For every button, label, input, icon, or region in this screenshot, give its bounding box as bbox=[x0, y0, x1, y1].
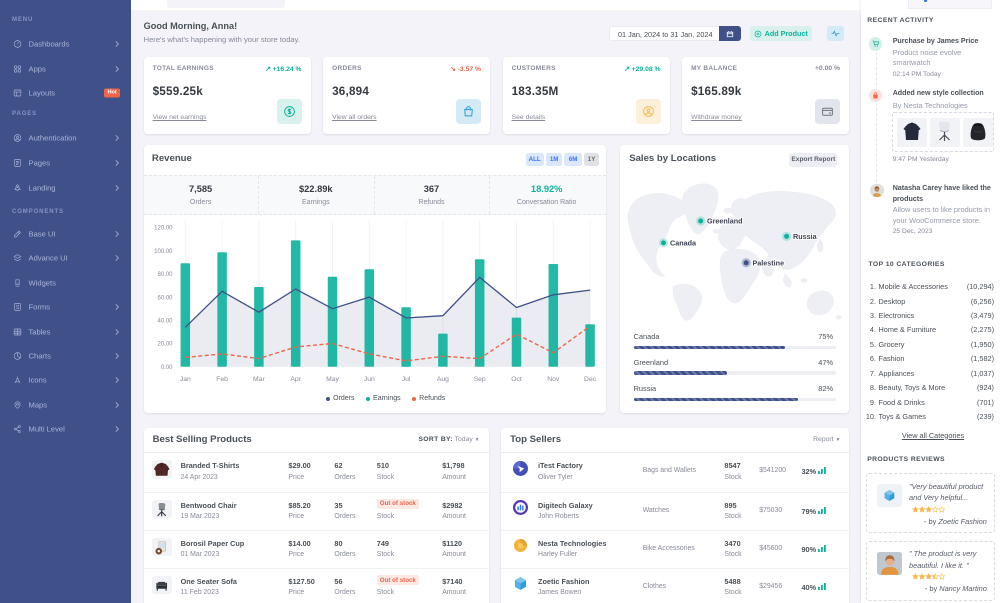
svg-text:Jul: Jul bbox=[401, 376, 410, 383]
svg-text:Canada: Canada bbox=[670, 239, 697, 248]
svg-text:120.00: 120.00 bbox=[154, 226, 173, 232]
svg-text:Aug: Aug bbox=[436, 376, 448, 383]
svg-text:Jun: Jun bbox=[363, 376, 374, 383]
svg-text:Oct: Oct bbox=[511, 376, 522, 383]
svg-text:Russia: Russia bbox=[793, 232, 818, 241]
svg-text:Greenland: Greenland bbox=[707, 217, 743, 226]
svg-text:Palestine: Palestine bbox=[753, 258, 785, 267]
svg-text:40.00: 40.00 bbox=[157, 318, 173, 324]
svg-text:Feb: Feb bbox=[216, 376, 228, 383]
svg-text:Dec: Dec bbox=[584, 376, 597, 383]
svg-text:Nov: Nov bbox=[547, 376, 560, 383]
svg-text:Sep: Sep bbox=[473, 376, 485, 383]
svg-text:60.00: 60.00 bbox=[157, 295, 173, 301]
svg-text:Apr: Apr bbox=[290, 376, 301, 383]
svg-text:20.00: 20.00 bbox=[157, 342, 173, 348]
svg-text:100.00: 100.00 bbox=[154, 249, 173, 255]
svg-text:Jan: Jan bbox=[179, 376, 190, 383]
svg-text:80.00: 80.00 bbox=[157, 272, 173, 278]
svg-text:0.00: 0.00 bbox=[160, 365, 172, 371]
svg-text:Mar: Mar bbox=[253, 376, 265, 383]
svg-text:May: May bbox=[326, 376, 339, 383]
